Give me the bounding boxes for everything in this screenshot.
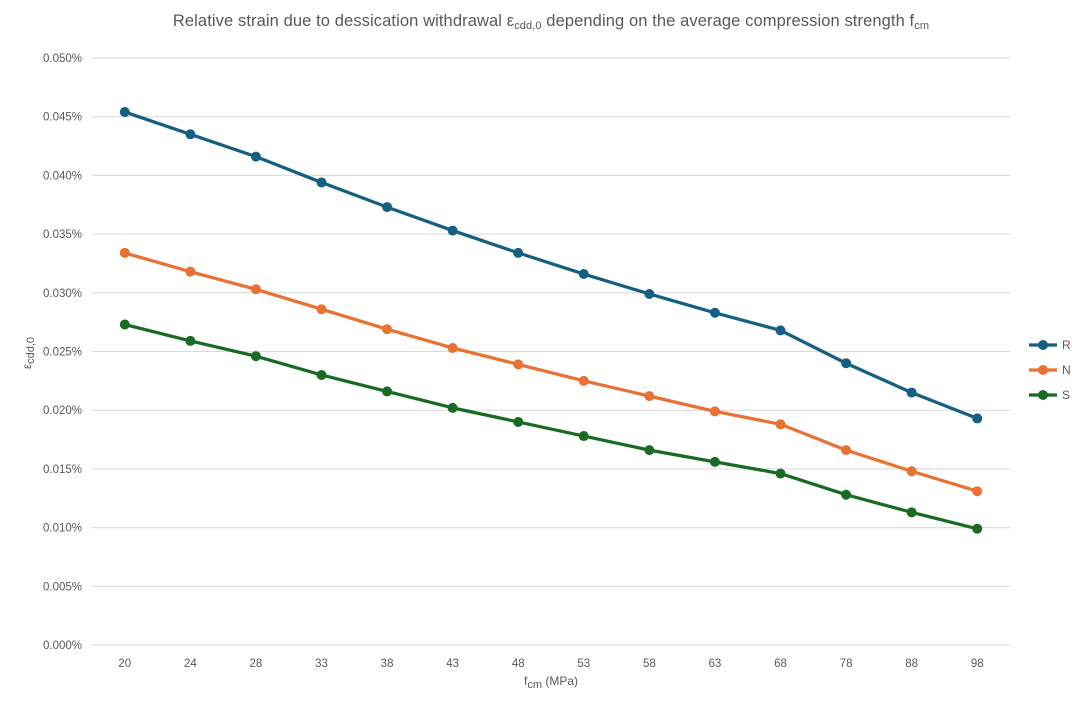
data-point-S-88[interactable] <box>906 507 917 518</box>
data-point-S-38[interactable] <box>382 386 393 397</box>
data-point-R-78[interactable] <box>841 358 852 369</box>
legend-line-marker-icon <box>1029 340 1057 350</box>
data-point-S-43[interactable] <box>447 402 458 413</box>
data-point-N-20[interactable] <box>119 247 130 258</box>
legend-line-marker-icon <box>1029 390 1057 400</box>
chart-title-text: Relative strain due to dessication withd… <box>172 12 515 30</box>
legend-line-marker-icon <box>1029 365 1057 375</box>
y-tick-label: 0.005% <box>43 581 82 593</box>
data-point-R-43[interactable] <box>447 225 458 236</box>
x-tick-label: 98 <box>971 658 984 670</box>
data-point-S-33[interactable] <box>316 369 327 380</box>
data-point-R-98[interactable] <box>972 413 983 424</box>
data-point-R-33[interactable] <box>316 177 327 188</box>
legend-entry-R[interactable]: R <box>1028 338 1071 352</box>
data-point-S-53[interactable] <box>578 431 589 442</box>
data-point-S-78[interactable] <box>841 489 852 500</box>
data-point-R-28[interactable] <box>250 151 261 162</box>
series-line-S[interactable] <box>123 322 979 531</box>
data-point-R-88[interactable] <box>906 387 917 398</box>
y-tick-label: 0.000% <box>43 640 82 652</box>
x-tick-label: 48 <box>512 658 525 670</box>
data-point-R-24[interactable] <box>185 129 196 140</box>
x-axis-title-subscript: cm <box>527 679 542 691</box>
data-point-R-53[interactable] <box>578 269 589 280</box>
x-tick-label: 63 <box>709 658 722 670</box>
data-point-N-24[interactable] <box>185 266 196 277</box>
data-point-S-24[interactable] <box>185 335 196 346</box>
y-tick-label: 0.030% <box>43 288 82 300</box>
data-point-R-20[interactable] <box>119 107 130 118</box>
y-tick-label: 0.035% <box>43 229 82 241</box>
legend-entry-S[interactable]: S <box>1028 388 1071 402</box>
data-point-S-58[interactable] <box>644 445 655 456</box>
x-tick-label: 28 <box>250 658 263 670</box>
x-axis-title: fcm (MPa) <box>92 674 1010 691</box>
data-point-N-43[interactable] <box>447 342 458 353</box>
x-tick-label: 33 <box>315 658 328 670</box>
data-point-S-20[interactable] <box>119 319 130 330</box>
y-tick-label: 0.045% <box>43 112 82 124</box>
x-tick-label: 78 <box>840 658 853 670</box>
y-tick-label: 0.020% <box>43 405 82 417</box>
y-axis-title: εcdd,0 <box>22 323 37 383</box>
data-point-R-58[interactable] <box>644 288 655 299</box>
chart-title-subscript: cdd,0 <box>514 20 542 32</box>
x-tick-label: 88 <box>905 658 918 670</box>
data-point-N-88[interactable] <box>906 466 917 477</box>
data-point-N-98[interactable] <box>972 486 983 497</box>
data-point-S-28[interactable] <box>250 351 261 362</box>
data-point-N-78[interactable] <box>841 445 852 456</box>
data-point-R-63[interactable] <box>709 307 720 318</box>
x-axis-title-text: (MPa) <box>542 674 578 688</box>
series-line-R[interactable] <box>123 110 979 421</box>
data-point-R-48[interactable] <box>513 247 524 258</box>
data-point-S-98[interactable] <box>972 523 983 534</box>
legend-label: N <box>1062 363 1071 377</box>
data-point-N-33[interactable] <box>316 304 327 315</box>
x-tick-label: 68 <box>774 658 787 670</box>
data-point-N-63[interactable] <box>709 406 720 417</box>
series-line-N[interactable] <box>123 251 979 493</box>
x-tick-label: 58 <box>643 658 656 670</box>
y-axis-title-text: ε <box>22 363 34 370</box>
y-tick-label: 0.010% <box>43 523 82 535</box>
chart-title-subscript: cm <box>914 20 930 32</box>
y-tick-label: 0.040% <box>43 170 82 182</box>
x-tick-label: 43 <box>446 658 459 670</box>
data-point-S-48[interactable] <box>513 416 524 427</box>
data-point-S-68[interactable] <box>775 468 786 479</box>
y-tick-label: 0.050% <box>43 53 82 65</box>
data-point-S-63[interactable] <box>709 456 720 467</box>
x-tick-label: 20 <box>118 658 131 670</box>
y-tick-label: 0.025% <box>43 347 82 359</box>
data-point-N-48[interactable] <box>513 359 524 370</box>
x-axis-title-text: f <box>523 674 528 688</box>
data-point-N-58[interactable] <box>644 391 655 402</box>
y-axis-title-subscript: cdd,0 <box>25 336 37 364</box>
data-point-N-68[interactable] <box>775 419 786 430</box>
y-tick-label: 0.015% <box>43 464 82 476</box>
data-point-N-38[interactable] <box>382 324 393 335</box>
legend: R N S <box>1028 338 1071 402</box>
chart-title-text: depending on the average compression str… <box>541 12 915 30</box>
data-point-R-38[interactable] <box>382 202 393 213</box>
legend-label: R <box>1062 338 1071 352</box>
chart-title: Relative strain due to dessication withd… <box>92 12 1010 32</box>
legend-entry-N[interactable]: N <box>1028 363 1071 377</box>
x-tick-label: 53 <box>577 658 590 670</box>
x-tick-label: 38 <box>381 658 394 670</box>
legend-label: S <box>1062 388 1071 402</box>
data-point-R-68[interactable] <box>775 325 786 336</box>
data-point-N-28[interactable] <box>250 284 261 295</box>
data-point-N-53[interactable] <box>578 375 589 386</box>
x-tick-label: 24 <box>184 658 197 670</box>
